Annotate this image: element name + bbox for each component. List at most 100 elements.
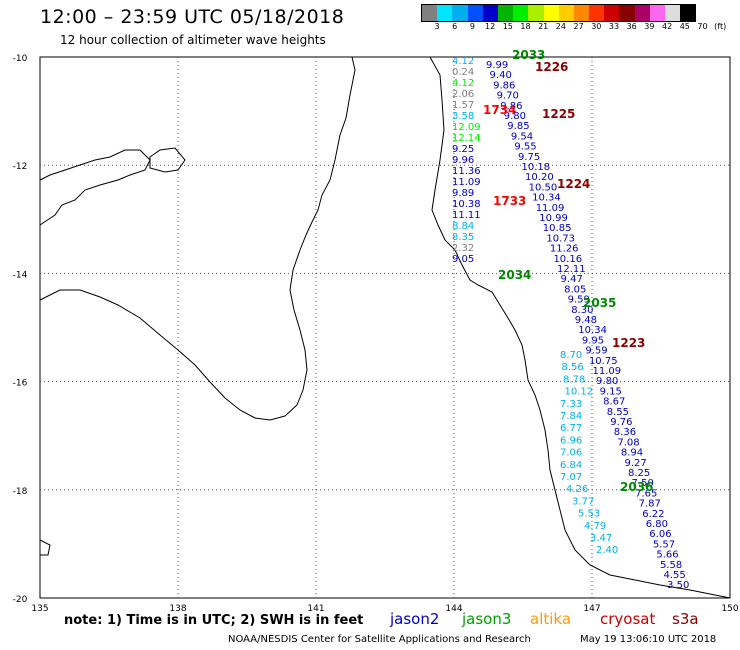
x-tick-label: 147 — [583, 604, 600, 614]
swh-value-label: 6.80 — [646, 519, 668, 530]
pass-time-label: 2033 — [512, 48, 545, 62]
swh-value-label: 4.26 — [566, 484, 588, 495]
y-tick-label: -12 — [13, 162, 28, 172]
swh-value-label: 10.38 — [452, 199, 481, 210]
color-swatch — [452, 5, 468, 21]
color-tick-label: (ft) — [714, 22, 727, 31]
swh-value-label: 8.35 — [452, 232, 474, 243]
swh-value-label: 8.55 — [607, 407, 629, 418]
swh-value-label: 12.09 — [452, 122, 481, 133]
swh-value-label: 10.99 — [539, 213, 568, 224]
y-tick-label: -10 — [13, 54, 28, 64]
color-tick-label: 30 — [591, 22, 602, 31]
swh-value-label: 8.05 — [564, 284, 586, 295]
swh-value-label: 9.47 — [561, 274, 583, 285]
color-swatch — [680, 5, 696, 21]
swh-value-label: 0.24 — [452, 67, 474, 78]
legend-s3a: s3a — [672, 610, 699, 628]
page-title: 12:00 – 23:59 UTC 05/18/2018 — [40, 6, 345, 28]
swh-value-label: 11.26 — [550, 244, 579, 255]
map-grid: 135 138 141 144 147 150 -10 -12 -14 -16 -18 -20 — [13, 54, 739, 614]
swh-value-label: 6.22 — [642, 509, 664, 520]
pass-time-label: 2036 — [620, 480, 653, 494]
swh-value-label: 9.89 — [452, 188, 474, 199]
swh-value-label: 5.57 — [653, 539, 675, 550]
swh-value-label: 2.06 — [452, 89, 474, 100]
color-tick-label: 15 — [502, 22, 513, 31]
swh-value-label: 10.34 — [578, 325, 607, 336]
swh-value-label: 9.86 — [493, 80, 515, 91]
legend-jason3: jason3 — [462, 610, 512, 628]
swh-value-label: 11.36 — [452, 166, 481, 177]
swh-value-label: 4.12 — [452, 78, 474, 89]
swh-value-label: 9.86 — [500, 101, 522, 112]
footer-credit: NOAA/NESDIS Center for Satellite Applica… — [228, 634, 531, 645]
swh-value-label: 9.15 — [600, 386, 622, 397]
y-tick-label: -16 — [13, 379, 28, 389]
swh-value-label: 4.12 — [452, 56, 474, 67]
swh-value-label: 9.48 — [575, 315, 597, 326]
x-tick-label: 150 — [721, 604, 738, 614]
swh-value-label: 11.09 — [452, 177, 481, 188]
swh-value-label: 7.33 — [560, 399, 582, 410]
color-tick-label: 6 — [452, 22, 458, 31]
swh-value-label: 8.84 — [452, 221, 474, 232]
swh-value-label: 9.27 — [624, 458, 646, 469]
swh-value-label: 4.79 — [584, 521, 606, 532]
color-tick-label: 45 — [679, 22, 690, 31]
color-tick-label: 21 — [538, 22, 549, 31]
color-tick-label: 9 — [469, 22, 475, 31]
track-value-labels: 4.120.244.122.061.573.5812.0912.149.259.… — [452, 48, 689, 591]
y-tick-label: -18 — [13, 487, 28, 497]
swh-value-label: 6.77 — [560, 423, 582, 434]
color-swatch — [467, 5, 483, 21]
color-swatch — [482, 5, 498, 21]
color-swatch — [634, 5, 650, 21]
swh-value-label: 3.47 — [590, 533, 612, 544]
pass-time-label: 2035 — [583, 296, 616, 310]
swh-value-label: 12.14 — [452, 133, 481, 144]
swh-value-label: 9.99 — [486, 60, 508, 71]
swh-value-label: 7.65 — [635, 488, 657, 499]
swh-value-label: 5.53 — [578, 509, 600, 520]
color-tick-label: 3 — [434, 22, 440, 31]
color-swatch — [513, 5, 529, 21]
legend-cryosat: cryosat — [600, 610, 656, 628]
x-tick-label: 141 — [307, 604, 324, 614]
swh-value-label: 10.50 — [529, 182, 558, 193]
color-tick-label: 70 — [697, 22, 708, 31]
color-swatch — [619, 5, 635, 21]
swh-value-label: 8.67 — [603, 397, 625, 408]
color-swatch — [665, 5, 681, 21]
color-swatch — [437, 5, 453, 21]
swh-value-label: 9.25 — [452, 144, 474, 155]
coastline-australia — [39, 56, 731, 599]
color-tick-label: 27 — [573, 22, 584, 31]
swh-value-label: 9.76 — [610, 417, 632, 428]
color-swatch — [649, 5, 665, 21]
swh-value-label: 10.12 — [565, 387, 594, 398]
swh-value-label: 8.30 — [571, 305, 593, 316]
swh-value-label: 3.77 — [572, 496, 594, 507]
x-tick-label: 135 — [31, 604, 48, 614]
swh-value-label: 9.05 — [452, 254, 474, 265]
color-tick-label: 42 — [662, 22, 673, 31]
pass-time-label: 2034 — [498, 268, 531, 282]
swh-value-label: 7.50 — [632, 478, 654, 489]
swh-value-label: 7.07 — [560, 472, 582, 483]
y-tick-label: -20 — [13, 595, 28, 605]
color-swatch — [589, 5, 605, 21]
pass-time-label: 1733 — [493, 194, 526, 208]
color-tick-label: 12 — [485, 22, 496, 31]
page-subtitle: 12 hour collection of altimeter wave hei… — [60, 33, 326, 47]
swh-value-label: 11.09 — [536, 203, 565, 214]
swh-value-label: 3.58 — [452, 111, 474, 122]
swh-value-label: 7.84 — [560, 411, 582, 422]
swh-value-label: 7.08 — [617, 437, 639, 448]
swh-value-label: 6.06 — [649, 529, 671, 540]
swh-value-label: 8.78 — [563, 374, 585, 385]
swh-value-label: 10.16 — [553, 254, 582, 265]
swh-value-label: 9.80 — [504, 111, 526, 122]
swh-value-label: 9.80 — [596, 376, 618, 387]
